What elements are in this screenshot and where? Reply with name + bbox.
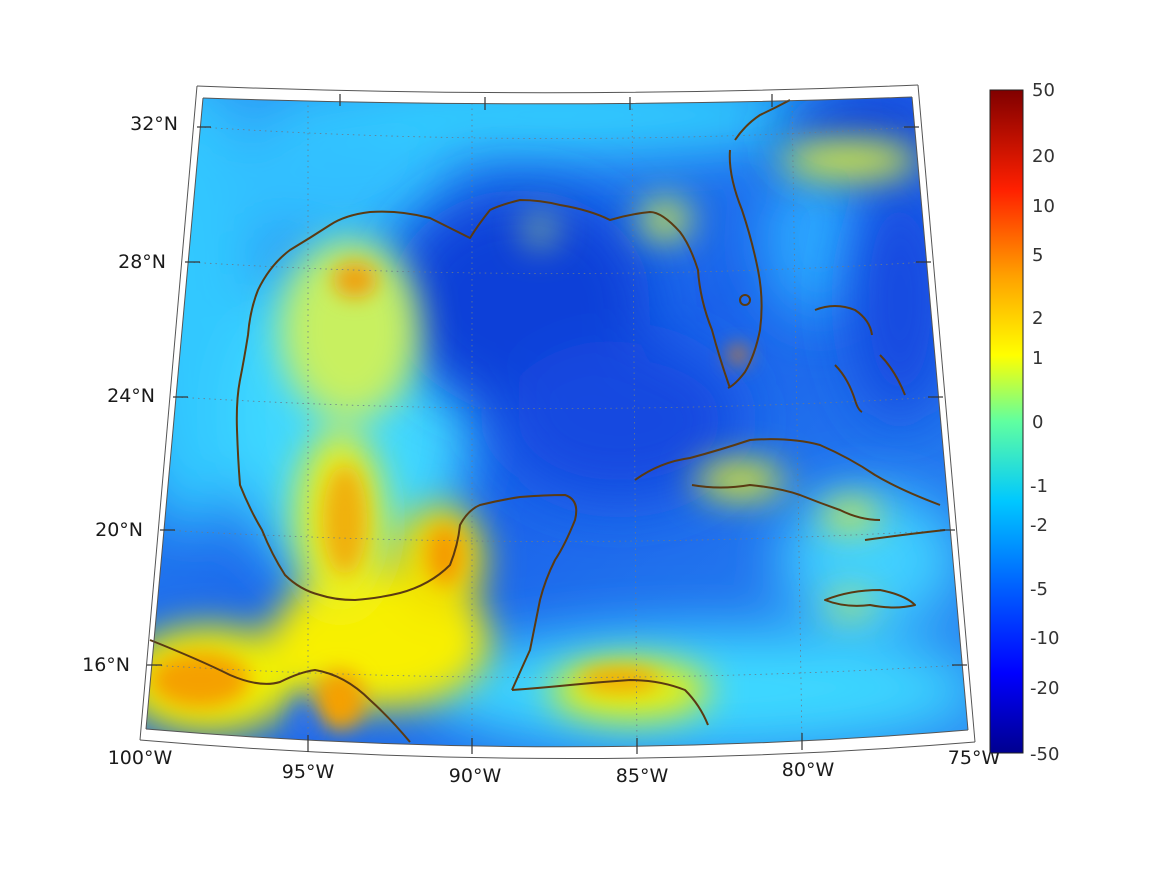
colorbar: 50 20 10 5 2 1 0 -1 -2 -5 -10 -20 -50	[989, 80, 1059, 765]
colorbar-label: -2	[1030, 515, 1048, 536]
latitude-labels: 16°N 20°N 24°N 28°N 32°N	[82, 113, 178, 676]
lon-label-100: 100°W	[108, 747, 173, 769]
colorbar-labels: 50 20 10 5 2 1 0 -1 -2 -5 -10 -20 -50	[1030, 80, 1059, 765]
lon-label-75: 75°W	[948, 747, 1001, 769]
coastlines	[149, 99, 946, 743]
colorbar-label: -5	[1030, 579, 1048, 600]
colorbar-label: 20	[1032, 146, 1055, 167]
colorbar-label: 10	[1032, 196, 1055, 217]
frame-ticks	[147, 94, 967, 754]
colorbar-label: 2	[1032, 308, 1043, 329]
lon-label-85: 85°W	[616, 765, 669, 787]
lat-label-16: 16°N	[82, 654, 130, 676]
colorbar-label: -10	[1030, 628, 1059, 649]
data-field	[146, 97, 968, 747]
lat-label-20: 20°N	[95, 519, 143, 541]
colorbar-label: 0	[1032, 412, 1043, 433]
longitude-labels: 100°W 95°W 90°W 85°W 80°W 75°W	[108, 747, 1001, 787]
colorbar-label: -1	[1030, 476, 1048, 497]
colorbar-label: -50	[1030, 744, 1059, 765]
colorbar-label: 1	[1032, 348, 1043, 369]
colorbar-label: 50	[1032, 80, 1055, 101]
lon-label-90: 90°W	[449, 765, 502, 787]
lon-label-80: 80°W	[782, 759, 835, 781]
colorbar-gradient	[989, 89, 1024, 754]
map-frame	[139, 84, 976, 760]
lat-label-28: 28°N	[118, 251, 166, 273]
graticule	[149, 99, 963, 747]
lon-label-95: 95°W	[282, 761, 335, 783]
colorbar-label: 5	[1032, 245, 1043, 266]
lat-label-24: 24°N	[107, 385, 155, 407]
lat-label-32: 32°N	[130, 113, 178, 135]
colorbar-label: -20	[1030, 678, 1059, 699]
